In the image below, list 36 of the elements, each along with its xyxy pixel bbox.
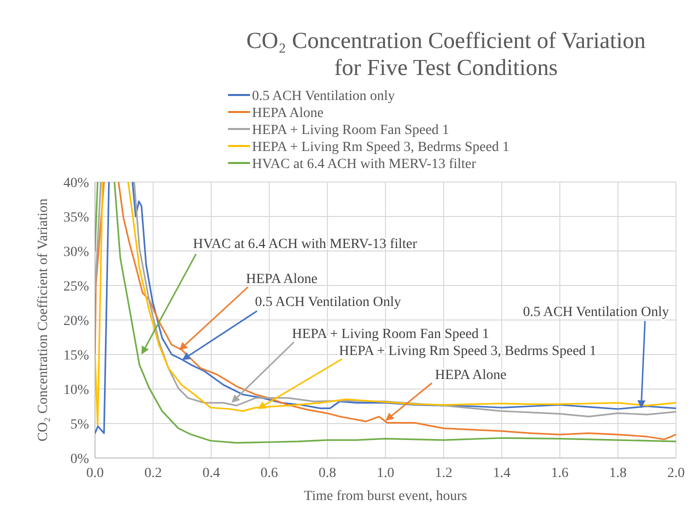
- y-tick-label: 15%: [63, 348, 90, 364]
- annotation: HEPA + Living Rm Speed 3, Bedrms Speed 1: [339, 344, 596, 359]
- y-tick-label: 30%: [63, 245, 90, 260]
- annotation: 0.5 ACH Ventilation Only: [523, 305, 669, 320]
- x-tick-label: 1.6: [551, 466, 569, 481]
- chart-title: CO₂ Concentration Coefficient of Variation: [246, 28, 646, 53]
- y-axis-title: CO₂ Concentration Coefficient of Variation: [36, 198, 51, 442]
- x-tick-label: 0.8: [318, 466, 336, 481]
- annotation: HEPA Alone: [246, 272, 318, 287]
- annotation: 0.5 ACH Ventilation Only: [255, 295, 401, 310]
- y-tick-label: 25%: [63, 280, 90, 294]
- legend-label: HEPA + Living Rm Speed 3, Bedrms Speed 1: [252, 140, 510, 155]
- x-tick-label: 0.4: [202, 466, 220, 481]
- legend-label: HEPA Alone: [252, 106, 324, 121]
- x-tick-label: 1.2: [434, 466, 452, 481]
- y-tick-label: 10%: [63, 383, 90, 398]
- y-tick-label: 5%: [70, 418, 90, 432]
- y-tick-label: 40%: [63, 176, 90, 191]
- y-tick-label: 20%: [63, 314, 90, 329]
- annotation: HEPA + Living Room Fan Speed 1: [292, 327, 490, 342]
- y-tick-label: 0%: [70, 452, 90, 467]
- annotation: HVAC at 6.4 ACH with MERV-13 filter: [193, 237, 418, 252]
- legend-label: HVAC at 6.4 ACH with MERV-13 filter: [252, 157, 476, 172]
- legend-label: 0.5 ACH Ventilation only: [252, 89, 395, 104]
- x-tick-label: 0.2: [144, 466, 162, 481]
- x-tick-label: 2.0: [667, 466, 685, 481]
- legend-label: HEPA + Living Room Fan Speed 1: [252, 123, 450, 138]
- chart-subtitle: for Five Test Conditions: [334, 55, 558, 80]
- x-tick-label: 1.0: [376, 466, 394, 481]
- x-tick-label: 0.6: [260, 466, 278, 481]
- x-axis-title: Time from burst event, hours: [304, 489, 468, 504]
- annotation: HEPA Alone: [435, 368, 506, 383]
- x-tick-label: 0.0: [86, 466, 104, 481]
- x-tick-label: 1.4: [492, 466, 510, 481]
- x-tick-label: 1.8: [609, 466, 627, 481]
- y-tick-label: 35%: [63, 210, 90, 226]
